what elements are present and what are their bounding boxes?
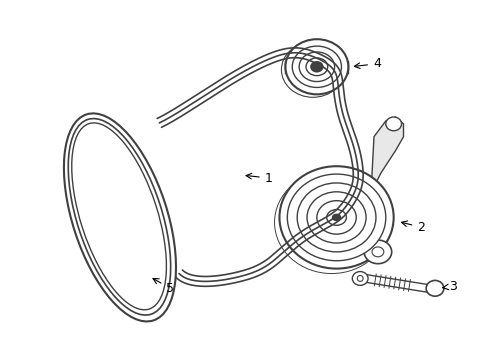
- Ellipse shape: [274, 171, 389, 274]
- Ellipse shape: [307, 192, 366, 243]
- Ellipse shape: [299, 52, 335, 82]
- Ellipse shape: [287, 174, 386, 261]
- Ellipse shape: [306, 58, 328, 76]
- Ellipse shape: [426, 280, 444, 296]
- Text: 5: 5: [153, 279, 174, 295]
- Ellipse shape: [364, 240, 392, 264]
- Ellipse shape: [327, 210, 346, 225]
- Ellipse shape: [285, 39, 348, 94]
- Ellipse shape: [311, 62, 323, 72]
- Ellipse shape: [68, 118, 171, 315]
- Ellipse shape: [281, 42, 344, 97]
- Ellipse shape: [386, 117, 401, 131]
- Ellipse shape: [372, 247, 384, 257]
- Ellipse shape: [352, 271, 368, 285]
- Ellipse shape: [72, 123, 167, 310]
- Ellipse shape: [357, 275, 363, 282]
- Text: 3: 3: [443, 280, 457, 293]
- Ellipse shape: [297, 183, 376, 252]
- Polygon shape: [371, 117, 404, 193]
- Ellipse shape: [333, 215, 341, 220]
- Ellipse shape: [317, 201, 356, 234]
- Ellipse shape: [292, 46, 342, 87]
- Text: 2: 2: [401, 221, 425, 234]
- Ellipse shape: [64, 113, 176, 321]
- Text: 1: 1: [246, 171, 272, 185]
- Ellipse shape: [279, 166, 393, 269]
- Text: 4: 4: [354, 57, 381, 70]
